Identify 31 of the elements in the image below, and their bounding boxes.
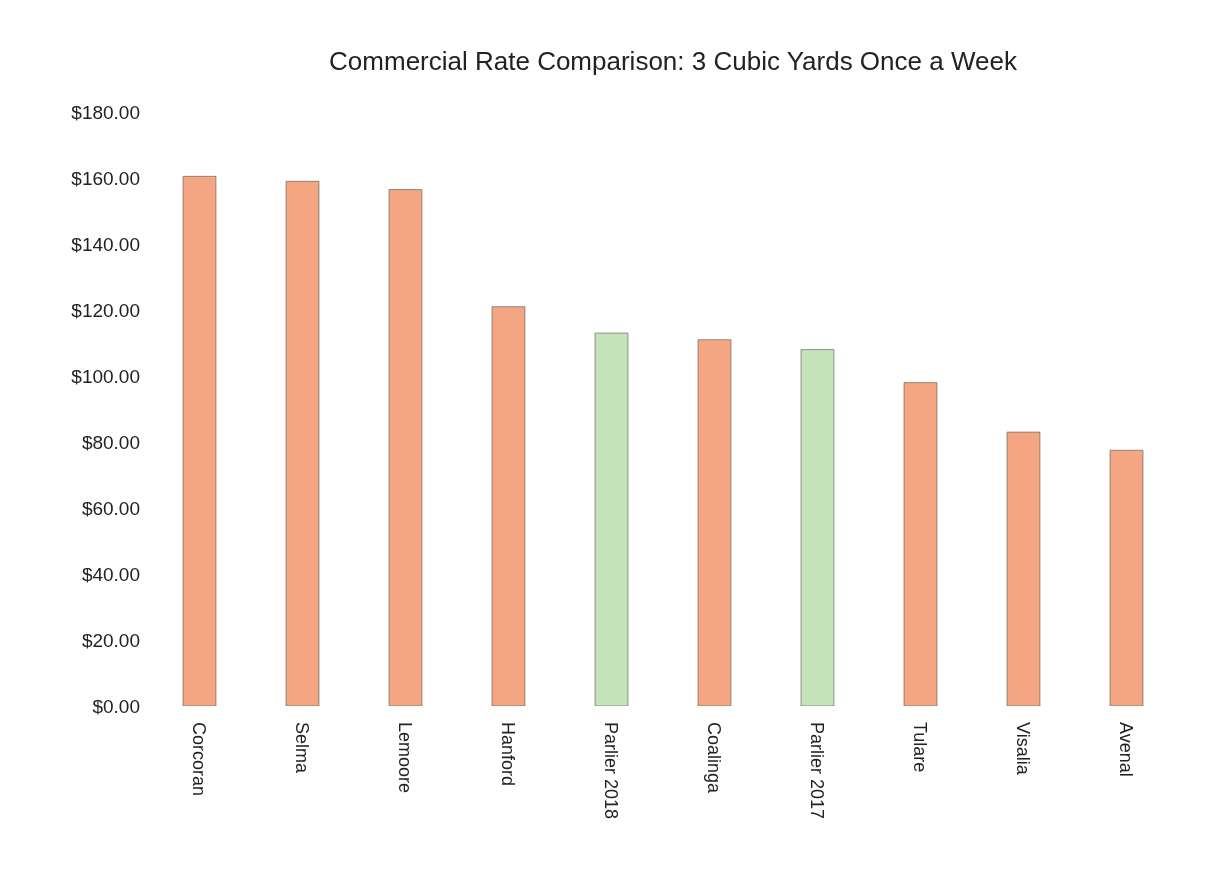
y-tick-label: $180.00 bbox=[71, 101, 140, 123]
bar bbox=[800, 349, 835, 706]
bar bbox=[182, 176, 217, 706]
bar bbox=[388, 189, 423, 706]
chart-title: Commercial Rate Comparison: 3 Cubic Yards Once a Week bbox=[328, 45, 1018, 78]
y-tick-label: $20.00 bbox=[81, 629, 140, 651]
x-tick-label: Tulare bbox=[910, 722, 931, 773]
x-tick-label: Lemoore bbox=[395, 722, 416, 794]
y-tick-label: $140.00 bbox=[71, 233, 140, 255]
y-tick-label: $100.00 bbox=[71, 365, 140, 387]
y-tick-label: $60.00 bbox=[81, 497, 140, 519]
x-tick-label: Visalia bbox=[1013, 722, 1034, 776]
y-tick-label: $160.00 bbox=[71, 167, 140, 189]
x-tick-label: Avenal bbox=[1116, 722, 1137, 777]
x-tick-label: Selma bbox=[292, 722, 313, 775]
y-tick-label: $120.00 bbox=[71, 299, 140, 321]
y-tick-label: $40.00 bbox=[81, 563, 140, 585]
x-tick-label: Parlier 2017 bbox=[807, 722, 828, 820]
bar bbox=[594, 332, 629, 706]
bar bbox=[491, 306, 526, 706]
bar bbox=[697, 339, 732, 706]
bar bbox=[1109, 449, 1144, 706]
y-tick-label: $0.00 bbox=[92, 695, 140, 717]
x-tick-label: Parlier 2018 bbox=[601, 722, 622, 820]
x-tick-label: Corcoran bbox=[189, 722, 210, 797]
bar bbox=[285, 181, 320, 706]
bar bbox=[903, 382, 938, 706]
x-tick-label: Hanford bbox=[498, 722, 519, 787]
y-tick-label: $80.00 bbox=[81, 431, 140, 453]
x-tick-label: Coalinga bbox=[704, 722, 725, 795]
bar bbox=[1006, 431, 1041, 706]
